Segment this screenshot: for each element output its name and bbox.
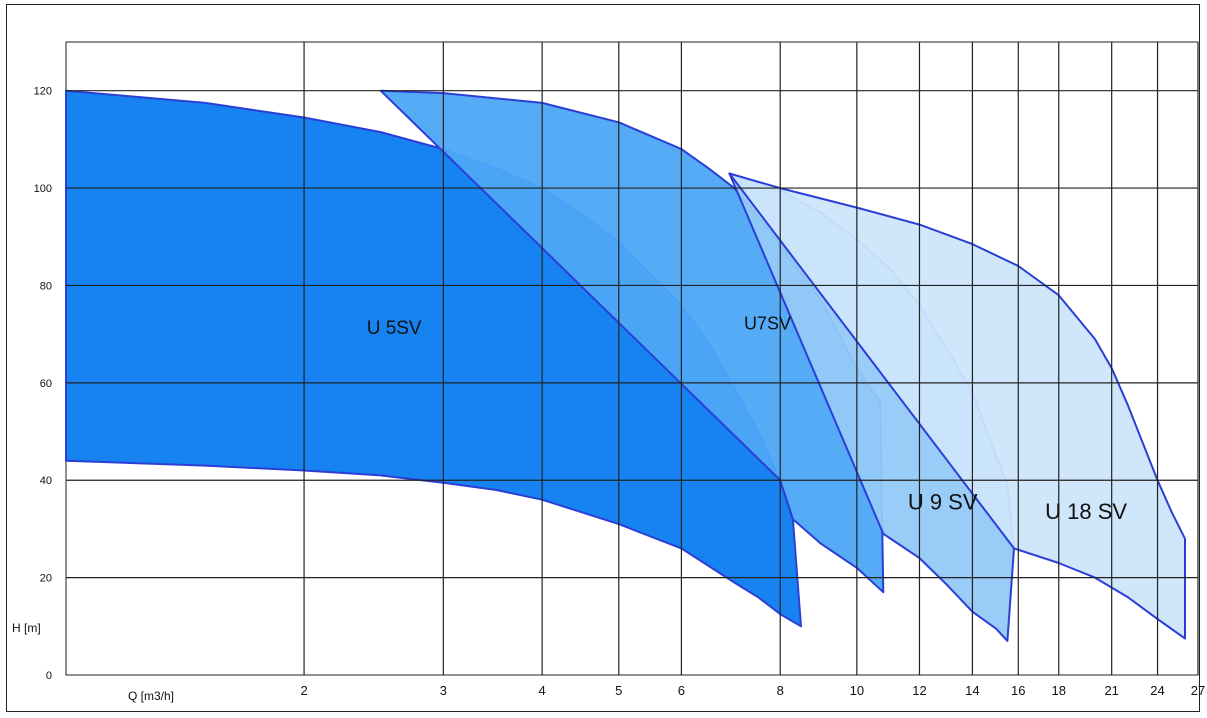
series-label-2: U7SV: [744, 313, 791, 333]
x-tick-label: 3: [440, 683, 447, 698]
x-tick-label: 10: [850, 683, 864, 698]
x-tick-label: 2: [300, 683, 307, 698]
x-tick-label: 4: [539, 683, 546, 698]
x-tick-label: 8: [777, 683, 784, 698]
x-tick-label: 6: [678, 683, 685, 698]
y-axis-label: H [m]: [12, 621, 41, 635]
series-label-3: U 9 SV: [908, 489, 978, 514]
series-label-1: U 5SV: [367, 318, 422, 339]
series-label-4: U 18 SV: [1045, 499, 1127, 524]
x-tick-label: 21: [1104, 683, 1118, 698]
y-tick-label: 60: [40, 378, 52, 390]
x-axis-label: Q [m3/h]: [128, 689, 174, 703]
y-tick-label: 0: [46, 670, 52, 682]
y-tick-label: 20: [40, 573, 52, 585]
x-tick-label: 27: [1191, 683, 1205, 698]
x-tick-label: 5: [615, 683, 622, 698]
x-tick-label: 16: [1011, 683, 1025, 698]
series-area-4: [728, 172, 1186, 640]
y-tick-label: 40: [40, 475, 52, 487]
y-tick-label: 80: [40, 280, 52, 292]
x-tick-label: 24: [1150, 683, 1164, 698]
x-tick-label: 14: [965, 683, 979, 698]
x-tick-label: 18: [1052, 683, 1066, 698]
x-tick-label: 12: [912, 683, 926, 698]
y-tick-label: 100: [34, 183, 52, 195]
y-tick-label: 120: [34, 86, 52, 98]
